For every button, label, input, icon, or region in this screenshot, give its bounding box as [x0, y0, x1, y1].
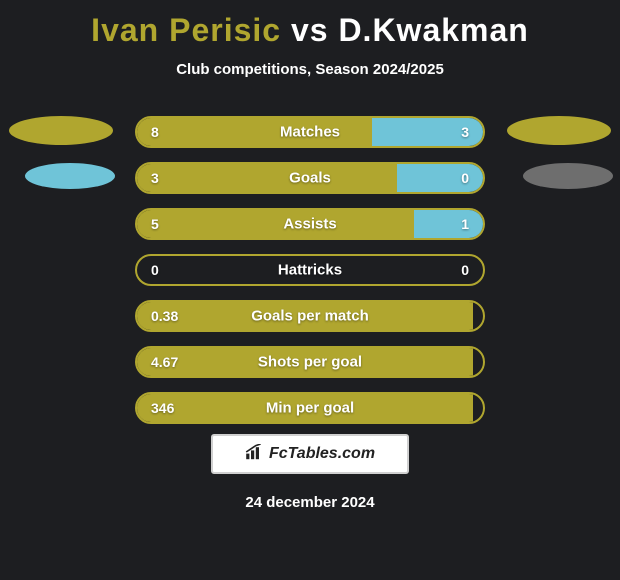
decor-ellipse-left_bot: [25, 163, 115, 189]
stat-label: Min per goal: [137, 400, 483, 417]
stat-row: 83Matches: [135, 116, 485, 148]
subtitle: Club competitions, Season 2024/2025: [0, 61, 620, 78]
stat-row: 0.38Goals per match: [135, 300, 485, 332]
stat-row: 00Hattricks: [135, 254, 485, 286]
brand-text: FcTables.com: [269, 445, 375, 463]
decor-ellipse-right_bot: [523, 163, 613, 189]
title-vs: vs: [281, 12, 338, 48]
comparison-title: Ivan Perisic vs D.Kwakman: [0, 0, 620, 49]
stat-row: 30Goals: [135, 162, 485, 194]
brand-badge[interactable]: FcTables.com: [211, 434, 409, 474]
footer-date: 24 december 2024: [0, 494, 620, 511]
decor-ellipse-right_top: [507, 116, 611, 145]
player1-name: Ivan Perisic: [91, 12, 281, 48]
player2-name: D.Kwakman: [338, 12, 528, 48]
stat-row: 346Min per goal: [135, 392, 485, 424]
stat-label: Goals: [137, 170, 483, 187]
decor-ellipse-left_top: [9, 116, 113, 145]
stat-row: 51Assists: [135, 208, 485, 240]
comparison-chart: 83Matches 30Goals 51Assists 00Hattricks 0.38…: [0, 116, 620, 426]
chart-icon: [245, 444, 265, 465]
stat-label: Goals per match: [137, 308, 483, 325]
stat-label: Matches: [137, 124, 483, 141]
stat-label: Assists: [137, 216, 483, 233]
stat-row: 4.67Shots per goal: [135, 346, 485, 378]
stat-label: Shots per goal: [137, 354, 483, 371]
stat-label: Hattricks: [137, 262, 483, 279]
